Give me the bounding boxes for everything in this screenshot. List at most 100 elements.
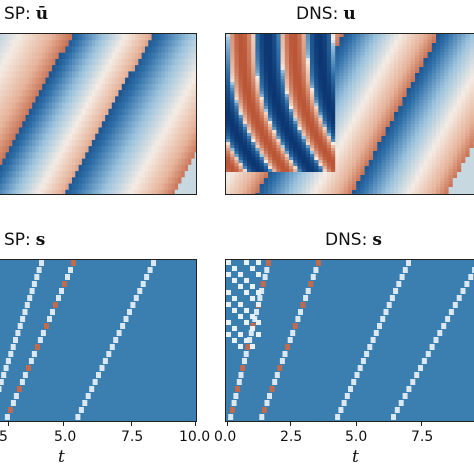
heatmap-cell	[263, 88, 269, 92]
heatmap-cell	[373, 151, 378, 155]
heatmap-cell	[81, 58, 86, 66]
heatmap-cell	[22, 158, 27, 166]
heatmap-cell	[12, 96, 17, 104]
heatmap-cell	[168, 65, 173, 72]
heatmap-cell	[331, 130, 336, 134]
heatmap-cell	[68, 133, 73, 141]
heatmap-cell	[402, 79, 408, 83]
heatmap-cell	[259, 79, 265, 83]
heatmap-cell	[356, 43, 361, 47]
heatmap-cell	[115, 127, 119, 135]
heatmap-cell	[448, 88, 454, 92]
heatmap-cell	[339, 97, 345, 101]
heatmap-cell	[368, 49, 374, 53]
heatmap-cell	[431, 190, 437, 194]
heatmap-cell	[385, 184, 391, 188]
heatmap-cell	[448, 79, 454, 83]
heatmap-cell	[62, 46, 66, 54]
heatmap-cell	[263, 115, 269, 119]
heatmap-cell	[402, 121, 408, 125]
heatmap-cell	[347, 103, 353, 107]
heatmap-cell	[125, 189, 129, 194]
heatmap-cell	[85, 52, 90, 60]
heatmap-cell	[444, 187, 450, 191]
heatmap-cell	[347, 151, 353, 155]
heatmap-cell	[255, 70, 261, 74]
heatmap-cell	[452, 46, 458, 50]
heatmap-cell	[247, 82, 252, 86]
heatmap-cell	[410, 181, 416, 185]
heatmap-cell	[305, 34, 311, 38]
heatmap-cell	[171, 83, 176, 91]
heatmap-cell	[280, 139, 286, 143]
heatmap-cell	[410, 151, 416, 155]
heatmap-cell	[75, 115, 80, 122]
heatmap-cell	[95, 90, 100, 97]
heatmap-cell	[131, 183, 136, 191]
heatmap-cell	[128, 77, 133, 85]
heatmap-cell	[352, 109, 357, 113]
heatmap-cell	[385, 142, 391, 146]
heatmap-cell	[301, 61, 307, 65]
heatmap-cell	[280, 124, 286, 128]
heatmap-cell	[398, 46, 403, 50]
heatmap-cell	[171, 46, 176, 54]
heatmap-cell	[436, 109, 441, 113]
heatmap-cell	[427, 151, 433, 155]
heatmap-cell	[141, 52, 146, 60]
heatmap-cell	[191, 189, 196, 194]
heatmap-cell	[389, 133, 395, 137]
heatmap-cell	[368, 172, 374, 176]
heatmap-cell	[174, 152, 179, 160]
heatmap-cell	[368, 154, 374, 158]
heatmap-cell	[440, 61, 445, 65]
heatmap-cell	[280, 49, 286, 53]
heatmap-cell	[18, 65, 23, 72]
heatmap-cell	[448, 115, 454, 119]
heatmap-cell	[318, 121, 324, 125]
heatmap-cell	[184, 164, 189, 172]
heatmap-cell	[301, 64, 307, 68]
heatmap-cell	[128, 52, 133, 60]
heatmap-cell	[389, 127, 395, 131]
heatmap-cell	[406, 193, 412, 194]
heatmap-cell	[402, 172, 408, 176]
heatmap-cell	[280, 163, 286, 167]
heatmap-cell	[263, 175, 269, 179]
heatmap-cell	[289, 175, 294, 179]
heatmap-cell	[452, 136, 458, 140]
heatmap-cell	[289, 37, 294, 41]
heatmap-row	[226, 166, 474, 170]
heatmap-cell	[335, 169, 340, 173]
heatmap-cell	[121, 115, 126, 122]
heatmap-cell	[419, 94, 424, 98]
heatmap-cell	[5, 133, 10, 141]
heatmap-cell	[263, 121, 269, 125]
heatmap-cell	[452, 127, 458, 131]
heatmap-cell	[238, 187, 244, 191]
heatmap-cell	[65, 164, 70, 172]
heatmap-cell	[42, 83, 47, 91]
heatmap-cell	[356, 76, 361, 80]
heatmap-cell	[448, 145, 454, 149]
heatmap-cell	[280, 82, 286, 86]
streak-segment	[7, 407, 13, 413]
heatmap-cell	[238, 76, 244, 80]
heatmap-cell	[284, 163, 290, 167]
heatmap-cell	[181, 83, 186, 91]
heatmap-cell	[335, 43, 340, 47]
heatmap-cell	[301, 73, 307, 77]
heatmap-cell	[272, 133, 277, 137]
heatmap-cell	[191, 40, 196, 48]
heatmap-cell	[452, 55, 458, 59]
heatmap-cell	[385, 157, 391, 161]
heatmap-cell	[15, 121, 20, 129]
heatmap-cell	[98, 102, 103, 110]
heatmap-cell	[184, 71, 189, 79]
heatmap-cell	[305, 94, 311, 98]
heatmap-cell	[28, 46, 33, 54]
heatmap-cell	[101, 158, 106, 166]
heatmap-cell	[394, 139, 399, 143]
heatmap-cell	[419, 43, 424, 47]
streak-segment	[292, 323, 298, 329]
